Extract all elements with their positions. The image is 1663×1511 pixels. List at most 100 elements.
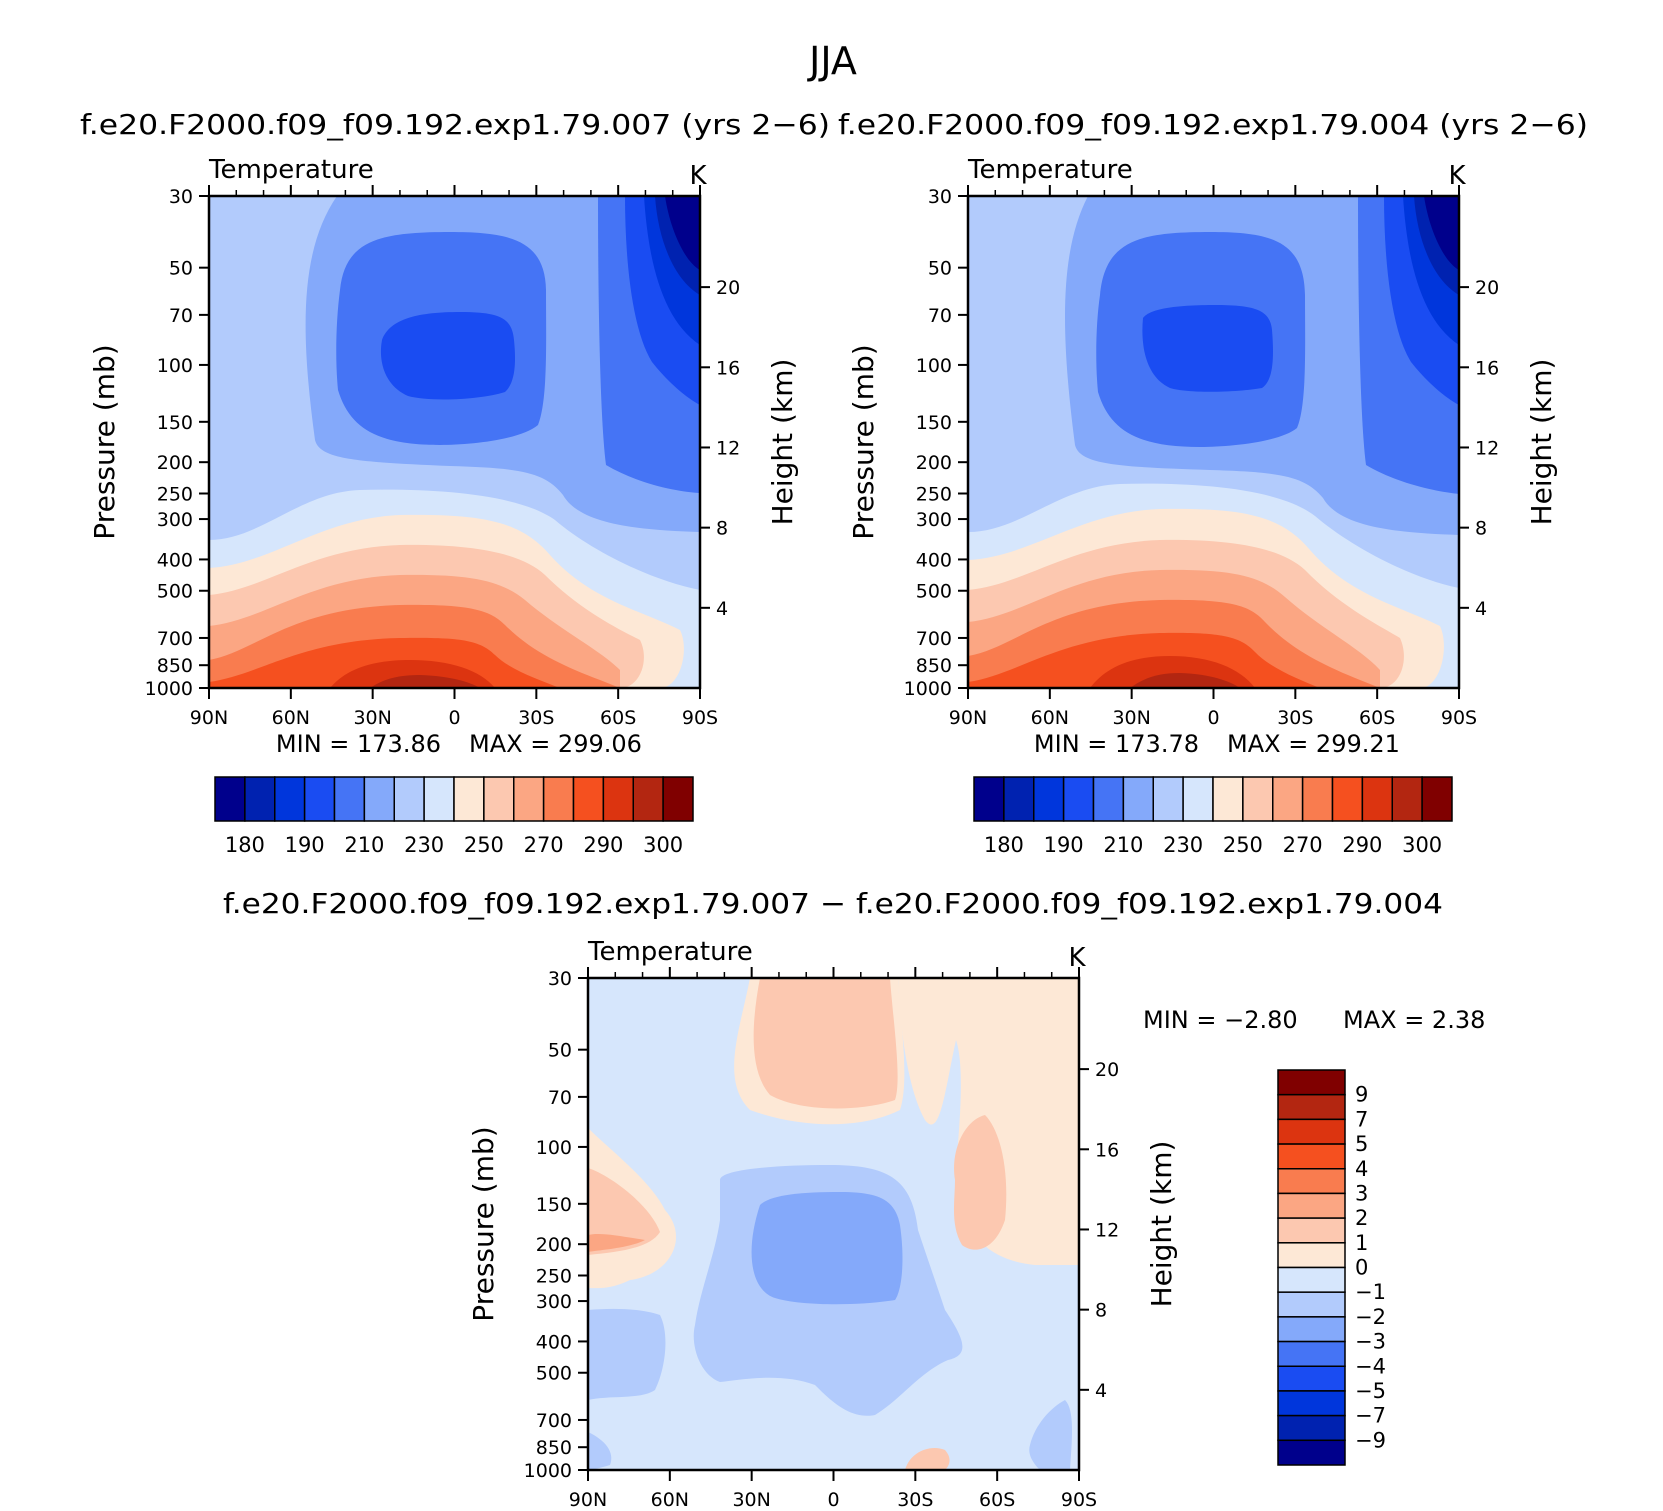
colorbar-label-exp004: 250 [1223, 833, 1263, 857]
panel-title-exp007: f.e20.F2000.f09_f09.192.exp1.79.007 (yrs… [80, 108, 830, 141]
y-tick-label-diff: 100 [536, 1137, 572, 1159]
colorbar-label-diff: −4 [1355, 1354, 1386, 1378]
colorbar-label-diff: 3 [1355, 1181, 1368, 1205]
colorbar-box-exp007 [542, 776, 575, 822]
colorbar-label-diff: −3 [1355, 1330, 1386, 1354]
field-label-diff: Temperature [587, 937, 753, 967]
y-tick-label-exp004: 30 [928, 186, 952, 208]
y-tick-label-exp004: 150 [916, 412, 952, 434]
colorbar-box-exp007 [333, 776, 366, 822]
colorbar-label-diff: −2 [1355, 1305, 1386, 1329]
y-right-tick-label-exp004: 4 [1475, 598, 1487, 620]
colorbar-box-exp004 [1331, 776, 1364, 822]
x-tick-label-exp007: 30S [518, 707, 554, 729]
x-tick-label-exp004: 90S [1441, 707, 1477, 729]
x-tick-label-exp004: 0 [1207, 707, 1219, 729]
colorbar-box-exp004 [973, 776, 1005, 822]
y-right-tick-label-exp007: 4 [716, 598, 728, 620]
colorbar-box-exp004 [1062, 776, 1095, 822]
y-tick-label-diff: 700 [536, 1410, 572, 1432]
colorbar-label-diff: 0 [1355, 1256, 1368, 1280]
colorbar-box-exp004 [1421, 776, 1453, 822]
colorbar-label-exp007: 270 [524, 833, 564, 857]
colorbar-box-exp007 [274, 776, 306, 822]
x-tick-label-diff: 60N [651, 1489, 689, 1511]
colorbar-label-diff: 2 [1355, 1206, 1368, 1230]
y-right-tick-label-exp007: 20 [716, 277, 740, 299]
colorbar-label-diff: 5 [1355, 1132, 1368, 1156]
colorbar-label-exp007: 230 [404, 833, 444, 857]
colorbar-box-diff [1277, 1093, 1346, 1121]
y-tick-label-diff: 1000 [524, 1460, 572, 1482]
y-tick-label-exp004: 200 [916, 452, 952, 474]
y-right-tick-label-exp004: 8 [1475, 518, 1487, 540]
colorbar-label-exp004: 230 [1163, 833, 1203, 857]
y-right-tick-label-diff: 4 [1095, 1380, 1107, 1402]
min-label-exp007: MIN = 173.86 [276, 730, 441, 758]
colorbar-label-exp004: 270 [1283, 833, 1323, 857]
y-tick-label-diff: 50 [548, 1040, 572, 1062]
colorbar-box-exp004 [1272, 776, 1304, 822]
colorbar-label-diff: −1 [1355, 1280, 1386, 1304]
colorbar-label-exp007: 290 [583, 833, 623, 857]
colorbar-label-diff: −7 [1355, 1404, 1386, 1428]
colorbar-label-exp004: 180 [984, 833, 1024, 857]
y-right-axis-title-exp004: Height (km) [1525, 359, 1558, 526]
colorbar-label-diff: 4 [1355, 1157, 1368, 1181]
y-tick-label-exp004: 850 [916, 655, 952, 677]
y-tick-label-exp007: 30 [169, 186, 193, 208]
panel-title-exp004: f.e20.F2000.f09_f09.192.exp1.79.004 (yrs… [838, 108, 1588, 141]
x-tick-label-exp004: 30N [1112, 707, 1150, 729]
colorbar-label-exp007: 180 [225, 833, 265, 857]
y-tick-label-exp004: 1000 [904, 678, 952, 700]
x-tick-label-exp004: 90N [949, 707, 987, 729]
x-tick-label-diff: 60S [979, 1489, 1015, 1511]
y-right-tick-label-diff: 8 [1095, 1300, 1107, 1322]
y-right-tick-label-exp007: 12 [716, 437, 740, 459]
max-label-diff: MAX = 2.38 [1343, 1006, 1485, 1034]
x-tick-label-exp007: 90S [682, 707, 718, 729]
y-axis-title-exp007: Pressure (mb) [88, 344, 121, 539]
colorbar-box-diff [1277, 1143, 1346, 1170]
y-right-tick-label-diff: 16 [1095, 1139, 1119, 1161]
y-right-tick-label-exp004: 16 [1475, 357, 1499, 379]
y-right-tick-label-exp004: 12 [1475, 437, 1499, 459]
y-tick-label-diff: 500 [536, 1363, 572, 1385]
colorbar-box-diff [1277, 1217, 1346, 1244]
colorbar-label-diff: −9 [1355, 1428, 1386, 1452]
contour-field-exp007 [209, 196, 700, 688]
colorbar-box-exp007 [632, 776, 664, 822]
y-tick-label-exp007: 100 [157, 355, 193, 377]
panels-layer: Temperature K3050701001502002503004005007… [88, 155, 1558, 1511]
colorbar-label-exp007: 190 [285, 833, 325, 857]
y-tick-label-exp007: 70 [169, 305, 193, 327]
colorbar-box-diff [1277, 1242, 1346, 1269]
colorbar-box-exp004 [1033, 776, 1065, 822]
y-tick-label-exp004: 50 [928, 258, 952, 280]
colorbar-label-diff: 1 [1355, 1231, 1368, 1255]
colorbar-label-exp004: 290 [1342, 833, 1382, 857]
colorbar-box-exp004 [1361, 776, 1393, 822]
units-label-exp004: K [1448, 161, 1466, 191]
y-tick-label-exp004: 100 [916, 355, 952, 377]
y-tick-label-diff: 850 [536, 1437, 572, 1459]
x-tick-label-exp007: 60N [272, 707, 310, 729]
colorbar-label-exp007: 210 [344, 833, 384, 857]
colorbar-box-diff [1277, 1266, 1346, 1293]
max-label-exp004: MAX = 299.21 [1227, 730, 1400, 758]
colorbar-label-exp007: 250 [464, 833, 504, 857]
colorbar-box-diff [1277, 1192, 1346, 1219]
y-tick-label-exp007: 1000 [145, 678, 193, 700]
y-tick-label-exp007: 500 [157, 581, 193, 603]
y-tick-label-exp007: 400 [157, 549, 193, 571]
colorbar-box-exp004 [1122, 776, 1154, 822]
colorbar-box-diff [1277, 1316, 1346, 1343]
y-tick-label-exp007: 200 [157, 452, 193, 474]
y-tick-label-exp007: 250 [157, 483, 193, 505]
main-title: JJA [807, 39, 857, 83]
x-tick-label-exp004: 60S [1359, 707, 1395, 729]
colorbar-label-exp007: 300 [643, 833, 683, 857]
colorbar-label-diff: 9 [1355, 1083, 1368, 1107]
y-right-tick-label-exp007: 16 [716, 357, 740, 379]
colorbar-box-exp007 [513, 776, 545, 822]
